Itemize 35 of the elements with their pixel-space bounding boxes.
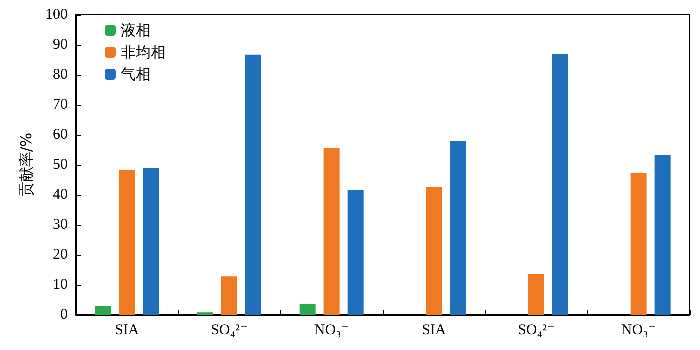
legend-label: 非均相	[121, 44, 166, 62]
y-tick-label: 0	[60, 307, 68, 323]
bar	[654, 155, 671, 315]
legend-label: 液相	[121, 22, 151, 40]
y-tick-label: 100	[46, 7, 68, 23]
y-tick-label: 60	[53, 127, 68, 143]
bar	[300, 304, 316, 315]
bar	[348, 190, 364, 315]
bar	[95, 306, 112, 315]
y-tick-label: 80	[53, 67, 68, 83]
y-tick-label: 20	[53, 247, 68, 263]
bar	[246, 54, 262, 315]
y-tick-label: 40	[53, 187, 68, 203]
bar	[222, 276, 238, 315]
bar	[552, 54, 568, 315]
bar	[143, 168, 160, 315]
y-tick-label: 90	[53, 37, 68, 53]
x-tick-label: SO₄²⁻	[518, 322, 555, 338]
y-tick-label: 30	[53, 217, 68, 233]
y-tick-label: 10	[53, 277, 68, 293]
legend-label: 气相	[121, 66, 151, 84]
x-tick-label: SO₄²⁻	[211, 322, 248, 338]
y-axis-title: 贡献率/%	[18, 132, 36, 198]
y-tick-label: 70	[53, 97, 68, 113]
bar	[324, 148, 340, 315]
y-tick-label: 50	[53, 157, 68, 173]
bar	[450, 141, 466, 315]
bar	[426, 187, 442, 315]
bar	[528, 274, 544, 315]
x-tick-label: NO₃⁻	[314, 322, 350, 338]
bar	[119, 170, 136, 315]
x-tick-label: NO₃⁻	[621, 322, 656, 338]
x-tick-label: SIA	[115, 322, 140, 338]
x-tick-label: SIA	[422, 322, 446, 338]
bar	[630, 173, 647, 315]
